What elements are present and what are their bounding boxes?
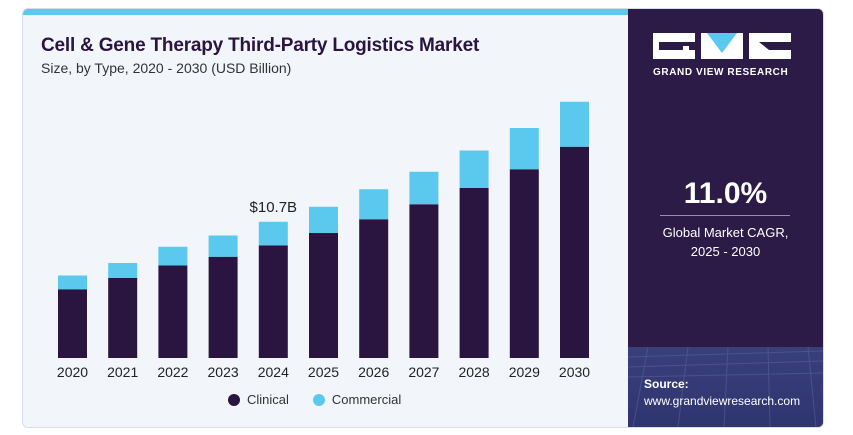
- chart-title: Cell & Gene Therapy Third-Party Logistic…: [41, 35, 480, 56]
- source-footer: Source: www.grandviewresearch.com: [628, 347, 823, 427]
- bar-commercial-2021: [108, 263, 138, 278]
- x-tick-label: 2029: [509, 364, 540, 380]
- bar-commercial-2028: [459, 150, 489, 188]
- chart-subtitle: Size, by Type, 2020 - 2030 (USD Billion): [41, 60, 292, 76]
- cagr-divider: [660, 215, 790, 216]
- cagr-label-line2: 2025 - 2030: [690, 244, 761, 259]
- side-panel: GRAND VIEW RESEARCH 11.0% Global Market …: [628, 9, 823, 427]
- source-url[interactable]: www.grandviewresearch.com: [644, 394, 801, 408]
- x-tick-label: 2020: [57, 364, 88, 380]
- bar-clinical-2026: [359, 219, 389, 358]
- bar-commercial-2027: [409, 171, 439, 205]
- logo-g-shape: [653, 33, 695, 59]
- bar-commercial-2020: [58, 275, 87, 290]
- footer-texture: [628, 347, 823, 427]
- cagr-label: Global Market CAGR, 2025 - 2030: [628, 223, 823, 261]
- x-tick-label: 2028: [459, 364, 490, 380]
- bar-commercial-2030: [560, 101, 589, 147]
- stacked-bar-chart: 2020 2021 2022 2023 2024 $10.7B 2025 2026 2027 20…: [57, 101, 590, 380]
- bar-commercial-2029: [509, 128, 539, 170]
- x-tick-label: 2025: [308, 364, 339, 380]
- x-tick-label: 2021: [107, 364, 138, 380]
- logo-mark: [653, 33, 798, 59]
- legend-label-commercial: Commercial: [331, 392, 402, 407]
- bar-commercial-2022: [158, 246, 188, 266]
- x-tick-label: 2023: [208, 364, 239, 380]
- x-tick-label: 2024: [258, 364, 289, 380]
- bar-clinical-2028: [459, 188, 489, 358]
- x-tick-label: 2026: [358, 364, 389, 380]
- x-tick-label: 2030: [559, 364, 590, 380]
- source-label: Source:: [644, 377, 689, 391]
- x-tick-label: 2022: [157, 364, 188, 380]
- bar-clinical-2022: [158, 265, 188, 358]
- logo-r-shape: [749, 33, 791, 59]
- legend-item-commercial: Commercial: [312, 392, 402, 407]
- bar-clinical-2025: [309, 233, 338, 358]
- bar-clinical-2027: [409, 204, 439, 358]
- bar-commercial-2023: [208, 235, 238, 257]
- bar-commercial-2025: [309, 206, 338, 233]
- bar-clinical-2023: [208, 256, 238, 358]
- bar-clinical-2021: [108, 278, 138, 358]
- x-tick-label: 2027: [408, 364, 439, 380]
- bar-clinical-2030: [560, 146, 589, 358]
- bar-clinical-2029: [509, 169, 539, 358]
- bar-clinical-2020: [58, 289, 87, 358]
- brand-logo: GRAND VIEW RESEARCH: [653, 33, 798, 78]
- cagr-value: 11.0%: [683, 177, 768, 210]
- value-annotation: $10.7B: [250, 199, 298, 216]
- bar-commercial-2026: [359, 189, 389, 220]
- legend-swatch-clinical: [228, 393, 240, 406]
- legend-label-clinical: Clinical: [247, 392, 289, 407]
- cagr-label-line1: Global Market CAGR,: [662, 225, 789, 240]
- brand-name: GRAND VIEW RESEARCH: [653, 67, 789, 78]
- legend-swatch-commercial: [312, 393, 325, 406]
- legend-item-clinical: Clinical: [228, 392, 289, 407]
- logo-v-shape: [701, 33, 743, 59]
- bar-clinical-2024: [258, 245, 288, 358]
- accent-bar: [23, 9, 628, 15]
- legend: Clinical Commercial: [228, 392, 401, 407]
- infographic-card: Cell & Gene Therapy Third-Party Logistic…: [22, 8, 824, 428]
- bar-commercial-2024: [258, 221, 288, 246]
